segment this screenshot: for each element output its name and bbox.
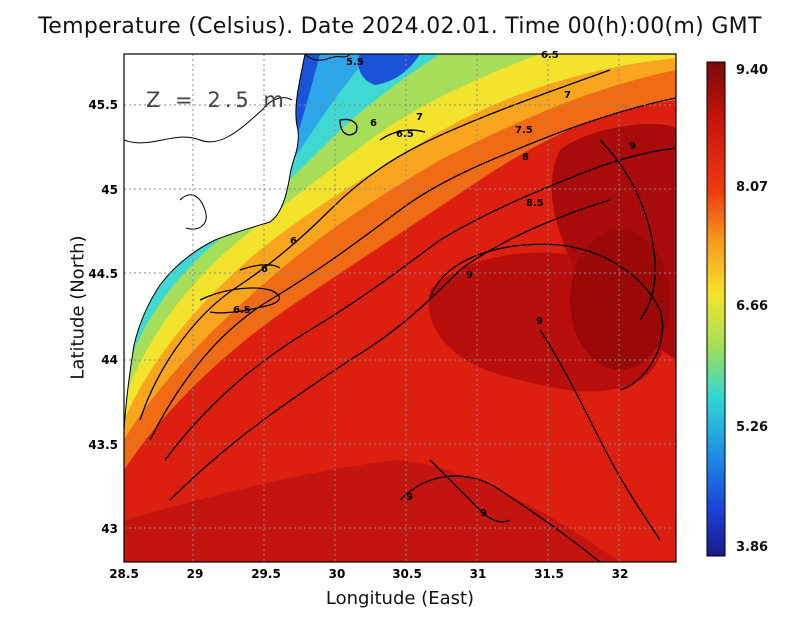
- contour-label: 7: [564, 90, 571, 101]
- contour-label: 6: [290, 236, 297, 247]
- x-tick-label: 31.5: [534, 567, 564, 581]
- colorbar-label-min: 3.86: [736, 540, 769, 555]
- contour-label: 9: [466, 270, 473, 281]
- y-tick-label: 44.5: [88, 267, 118, 281]
- x-tick-label: 29: [187, 567, 204, 581]
- x-tick-label: 32: [612, 567, 629, 581]
- y-tick-label: 45.5: [88, 98, 118, 112]
- depth-label: Z = 2.5 m: [146, 88, 288, 112]
- chart-title: Temperature (Celsius). Date 2024.02.01. …: [38, 14, 762, 39]
- contour-label: 9: [406, 492, 413, 503]
- grid-lines: [124, 54, 676, 562]
- colorbar-label: 5.26: [736, 420, 769, 435]
- colorbar-label: 6.66: [736, 299, 769, 314]
- contour-label: 6: [261, 264, 268, 275]
- x-tick-label: 30.5: [392, 567, 422, 581]
- contour-label: 6.5: [233, 305, 251, 316]
- contour-label: 6.5: [396, 129, 414, 140]
- contour-label: 9: [536, 316, 543, 327]
- y-tick-labels: 45.5 45 44.5 44 43.5 43: [88, 98, 118, 536]
- y-axis-label: Latitude (North): [67, 235, 89, 380]
- colorbar-label-max: 9.40: [736, 63, 769, 78]
- colorbar: [706, 61, 726, 557]
- contour-label: 9: [629, 141, 636, 152]
- contour-label: 7.5: [515, 125, 533, 136]
- sea-temperature-field: [124, 54, 676, 562]
- contour-label: 5.5: [346, 57, 364, 68]
- contour-label: 8.5: [526, 198, 544, 209]
- contour-label: 7: [416, 112, 423, 123]
- contour-label-group: 5.5 6 6.5 7 7.5 8 8.5 9 9 9 9 9 6 6 6.5 …: [233, 50, 636, 519]
- map-frame: [123, 53, 677, 563]
- x-axis-label: Longitude (East): [325, 588, 475, 609]
- x-tick-labels: 28.5 29 29.5 30 30.5 31 31.5 32: [109, 567, 628, 581]
- y-tick-label: 43: [101, 522, 118, 536]
- x-tick-label: 31: [470, 567, 487, 581]
- contour-label: 6.5: [541, 50, 559, 61]
- y-tick-label: 43.5: [88, 438, 118, 452]
- contour-label: 8: [522, 152, 529, 163]
- x-tick-label: 30: [329, 567, 346, 581]
- x-tick-label: 28.5: [109, 567, 139, 581]
- contour-label: 9: [480, 508, 487, 519]
- contour-label: 6: [370, 118, 377, 129]
- contour-lines: [139, 69, 676, 562]
- y-tick-label: 44: [101, 353, 118, 367]
- x-tick-label: 29.5: [251, 567, 281, 581]
- colorbar-label: 8.07: [736, 180, 769, 195]
- y-tick-label: 45: [101, 183, 118, 197]
